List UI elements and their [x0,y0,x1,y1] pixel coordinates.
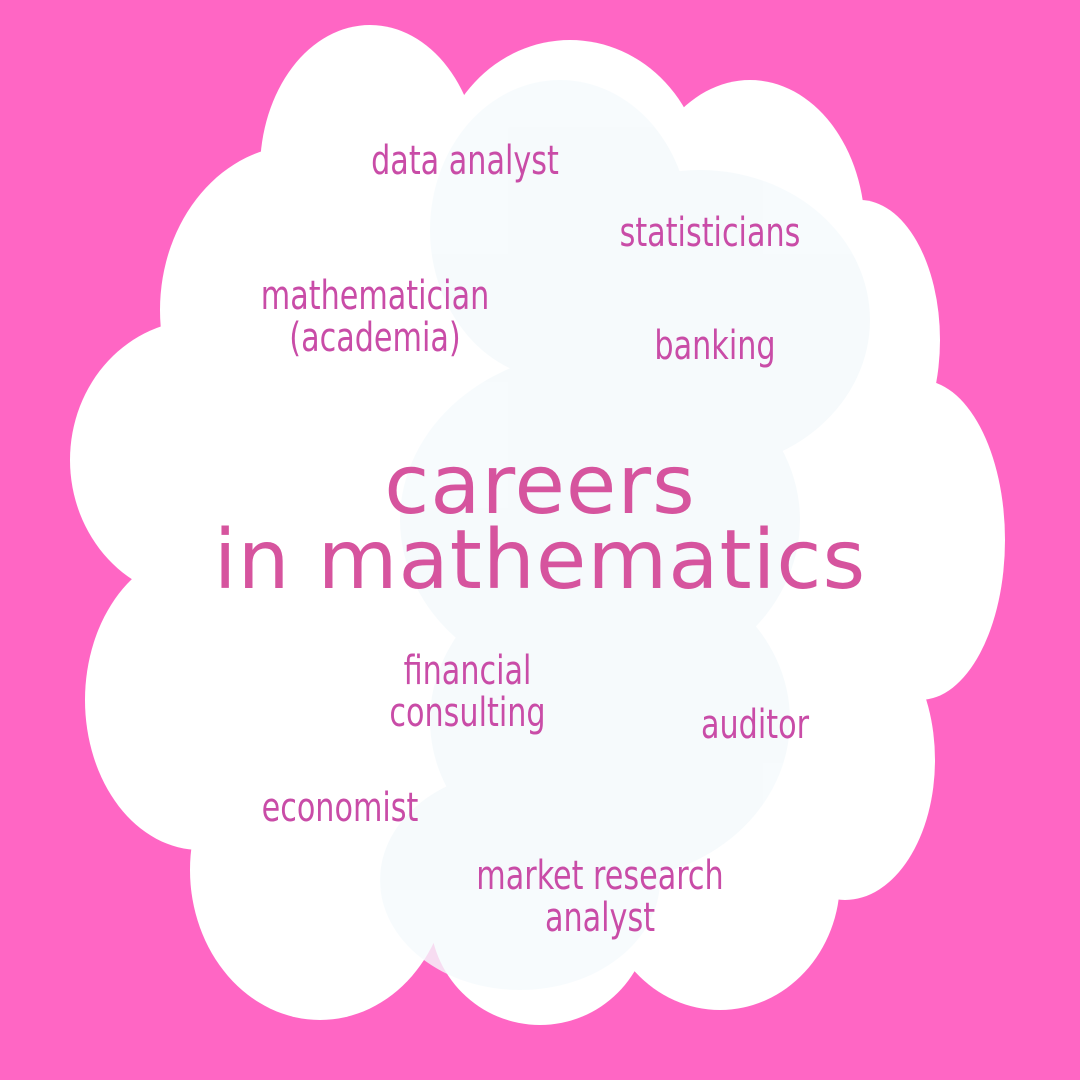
career-economist: economist [261,785,419,831]
career-banking: banking [654,323,776,369]
career-statisticians: statisticians [619,210,801,256]
title-in-mathematics: in mathematics [213,513,867,608]
career-data-analyst: data analyst [371,138,559,184]
title-careers: careers [384,438,696,533]
career-financial-consulting: financial consulting [389,648,546,736]
career-mathematician-academia: mathematician (academia) [260,273,490,361]
career-auditor: auditor [700,702,810,748]
career-market-research-analyst: market research analyst [476,853,724,941]
